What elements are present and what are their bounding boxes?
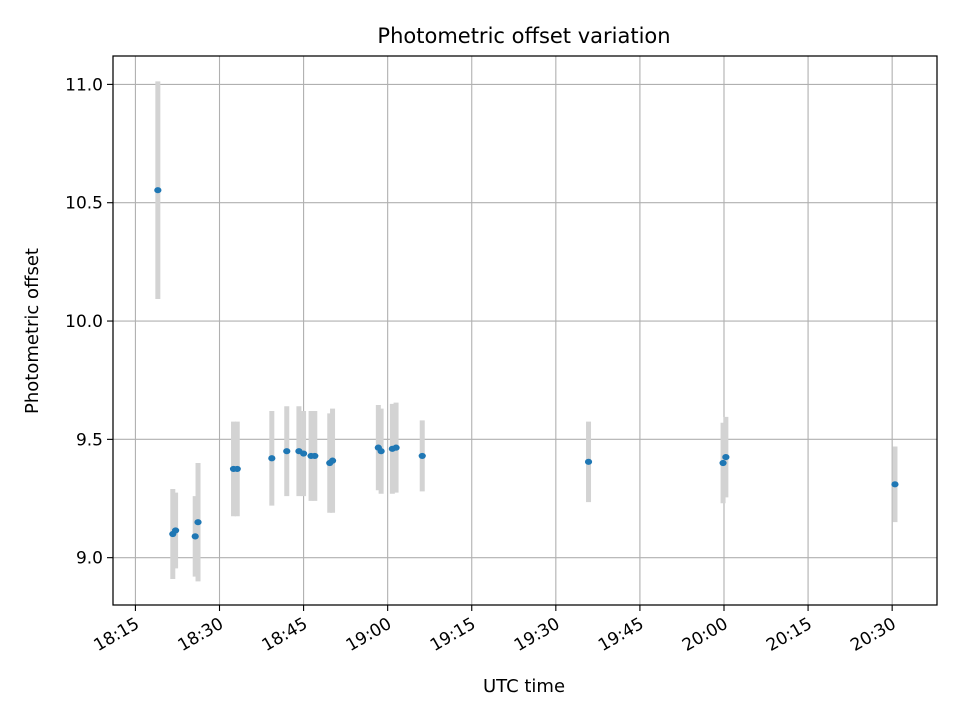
y-tick-label: 9.5 bbox=[76, 430, 103, 450]
x-tick-label: 19:30 bbox=[511, 614, 563, 656]
data-point bbox=[392, 444, 400, 451]
y-tick-label: 10.0 bbox=[65, 312, 103, 332]
y-tick-label: 11.0 bbox=[65, 75, 103, 95]
data-point bbox=[299, 450, 308, 457]
data-point bbox=[719, 459, 727, 467]
data-point bbox=[584, 458, 593, 465]
x-tick-label: 20:00 bbox=[679, 614, 731, 656]
data-point bbox=[311, 452, 319, 460]
y-axis-label: Photometric offset bbox=[22, 248, 43, 414]
grid bbox=[113, 56, 937, 605]
data-point bbox=[377, 448, 385, 455]
x-tick-label: 20:30 bbox=[847, 614, 899, 656]
y-tick-label: 9.0 bbox=[76, 549, 103, 569]
x-tick-label: 19:45 bbox=[595, 614, 647, 656]
data-point bbox=[233, 465, 241, 473]
data-point bbox=[194, 519, 202, 526]
x-axis-ticks: 18:15 18:30 18:45 19:00 19:15 19:30 19:45 20:00… bbox=[90, 605, 900, 656]
x-tick-label: 20:15 bbox=[763, 614, 815, 656]
y-axis-ticks: 9.0 9.5 10.0 10.5 11.0 bbox=[65, 75, 113, 569]
data-points bbox=[154, 187, 899, 540]
data-point bbox=[418, 452, 426, 460]
axes-frame bbox=[112, 55, 938, 606]
x-tick-label: 19:00 bbox=[343, 614, 395, 656]
x-tick-label: 19:15 bbox=[427, 614, 479, 656]
x-tick-label: 18:30 bbox=[175, 614, 227, 656]
data-point bbox=[154, 187, 162, 194]
y-tick-label: 10.5 bbox=[65, 194, 103, 214]
x-tick-label: 18:15 bbox=[90, 614, 142, 656]
data-point bbox=[171, 527, 180, 534]
data-point bbox=[328, 457, 337, 464]
data-point bbox=[891, 481, 899, 488]
data-point bbox=[191, 533, 199, 540]
x-axis-label: UTC time bbox=[483, 676, 565, 697]
error-bars bbox=[155, 81, 898, 582]
data-point bbox=[722, 454, 730, 461]
data-point bbox=[268, 455, 276, 462]
x-tick-label: 18:45 bbox=[259, 614, 311, 656]
chart-title: Photometric offset variation bbox=[377, 24, 670, 48]
data-point bbox=[283, 448, 291, 455]
